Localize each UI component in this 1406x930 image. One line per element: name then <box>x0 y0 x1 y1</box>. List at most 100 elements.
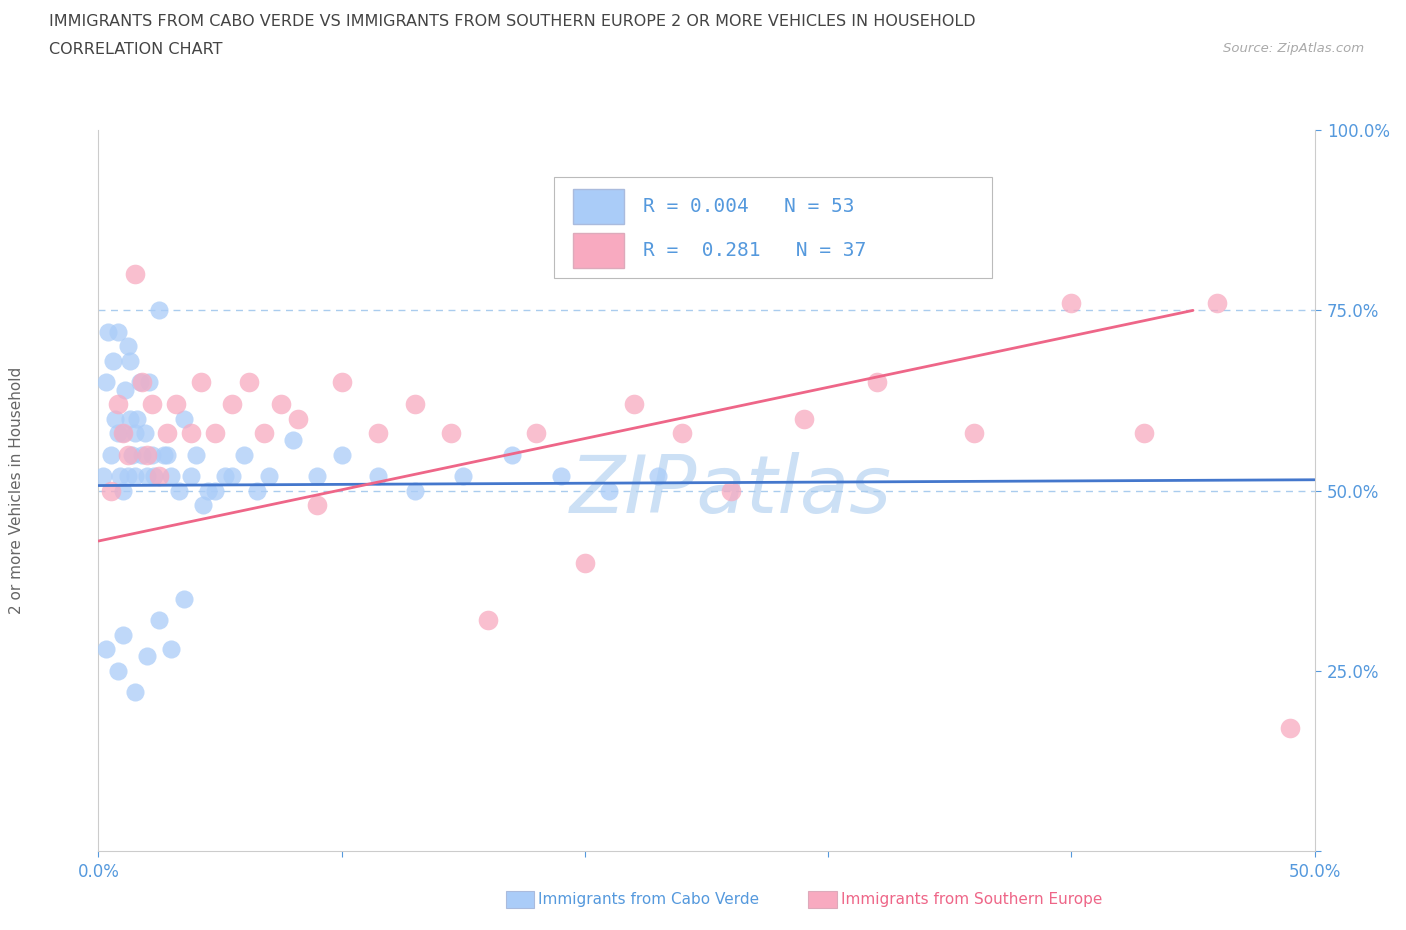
Point <box>191 498 214 512</box>
Point <box>245 484 267 498</box>
Text: IMMIGRANTS FROM CABO VERDE VS IMMIGRANTS FROM SOUTHERN EUROPE 2 OR MORE VEHICLES: IMMIGRANTS FROM CABO VERDE VS IMMIGRANTS… <box>49 14 976 29</box>
Point <box>138 375 160 390</box>
Point <box>124 469 146 484</box>
Point <box>367 426 389 441</box>
Point <box>793 411 815 426</box>
Point <box>165 397 187 412</box>
Point <box>111 628 134 643</box>
Point <box>173 591 195 606</box>
Point <box>134 426 156 441</box>
Point <box>111 426 134 441</box>
Point <box>184 447 207 462</box>
Point <box>257 469 280 484</box>
Point <box>107 426 129 441</box>
Point <box>221 469 243 484</box>
Point <box>671 426 693 441</box>
Point <box>501 447 523 462</box>
Point <box>197 484 219 498</box>
Point <box>124 267 146 282</box>
Point <box>238 375 260 390</box>
Point <box>477 613 499 628</box>
Point <box>221 397 243 412</box>
Point <box>94 642 117 657</box>
Text: R = 0.004   N = 53: R = 0.004 N = 53 <box>644 197 855 217</box>
Point <box>107 325 129 339</box>
Point <box>136 649 159 664</box>
Point <box>204 484 226 498</box>
Point <box>124 684 146 700</box>
Point <box>180 426 202 441</box>
Point <box>160 469 183 484</box>
Point <box>598 484 620 498</box>
Point <box>160 642 183 657</box>
Point <box>281 432 304 447</box>
FancyBboxPatch shape <box>572 189 624 224</box>
Point <box>190 375 212 390</box>
Point <box>117 469 139 484</box>
Point <box>574 555 596 570</box>
Point <box>141 397 163 412</box>
Text: CORRELATION CHART: CORRELATION CHART <box>49 42 222 57</box>
Point <box>963 426 986 441</box>
Point <box>110 469 132 484</box>
Point <box>180 469 202 484</box>
Point <box>204 426 226 441</box>
Text: 2 or more Vehicles in Household: 2 or more Vehicles in Household <box>10 367 24 614</box>
Point <box>148 303 170 318</box>
Point <box>647 469 669 484</box>
Text: ZIPatlas: ZIPatlas <box>569 452 891 529</box>
Point <box>131 447 153 462</box>
Point <box>121 447 143 462</box>
Point <box>173 411 195 426</box>
Point <box>141 447 163 462</box>
Point <box>148 469 170 484</box>
Point <box>330 375 353 390</box>
FancyBboxPatch shape <box>572 232 624 268</box>
Point <box>1060 296 1083 311</box>
Point <box>117 447 139 462</box>
Point <box>404 397 426 412</box>
Point <box>148 613 170 628</box>
Point <box>143 469 166 484</box>
Point <box>253 426 276 441</box>
Point <box>167 484 190 498</box>
Point <box>94 375 117 390</box>
Point <box>307 469 329 484</box>
Text: R =  0.281   N = 37: R = 0.281 N = 37 <box>644 242 866 260</box>
Point <box>100 447 122 462</box>
Point <box>453 469 475 484</box>
Point <box>117 339 139 354</box>
Point <box>107 663 129 678</box>
FancyBboxPatch shape <box>554 177 993 278</box>
Point <box>107 397 129 412</box>
Point <box>118 353 141 368</box>
Text: Immigrants from Southern Europe: Immigrants from Southern Europe <box>841 892 1102 907</box>
Point <box>233 447 256 462</box>
Point <box>136 469 159 484</box>
Point <box>100 484 122 498</box>
Point <box>270 397 292 412</box>
Point <box>1133 426 1156 441</box>
Point <box>128 375 150 390</box>
Point <box>307 498 329 512</box>
Point <box>287 411 309 426</box>
Text: Source: ZipAtlas.com: Source: ZipAtlas.com <box>1223 42 1364 55</box>
Point <box>1279 721 1302 736</box>
Point <box>111 426 134 441</box>
Point <box>623 397 645 412</box>
Point <box>104 411 127 426</box>
Point <box>404 484 426 498</box>
Point <box>131 375 153 390</box>
Point <box>524 426 547 441</box>
Point <box>118 411 141 426</box>
Point <box>114 382 136 397</box>
Point <box>101 353 124 368</box>
Point <box>153 447 176 462</box>
Point <box>136 447 159 462</box>
Point <box>720 484 742 498</box>
Point <box>97 325 120 339</box>
Point <box>550 469 572 484</box>
Point <box>214 469 236 484</box>
Point <box>127 411 149 426</box>
Point <box>367 469 389 484</box>
